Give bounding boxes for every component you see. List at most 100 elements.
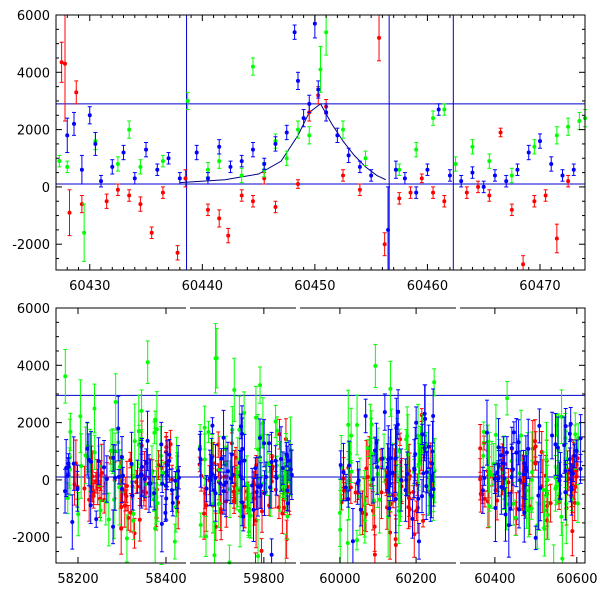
data-point <box>67 210 72 215</box>
data-point <box>563 490 568 495</box>
data-point <box>476 184 481 189</box>
data-point <box>414 190 419 195</box>
x-tick-label: 58400 <box>145 572 186 587</box>
data-point <box>138 164 143 169</box>
data-point <box>127 127 132 132</box>
x-tick-label: 60440 <box>182 279 223 294</box>
data-point <box>419 176 424 181</box>
data-point <box>498 453 503 458</box>
data-point <box>377 497 382 502</box>
data-point <box>420 494 425 499</box>
data-point <box>542 526 547 531</box>
data-point <box>522 510 527 515</box>
data-point <box>258 485 263 490</box>
data-point <box>549 161 554 166</box>
data-point <box>480 488 485 493</box>
data-point <box>90 474 95 479</box>
data-point <box>167 452 172 457</box>
data-point <box>217 159 222 164</box>
data-point <box>185 98 190 103</box>
data-point <box>71 461 76 466</box>
data-point <box>273 487 278 492</box>
data-point <box>575 501 580 506</box>
data-point <box>516 440 521 445</box>
data-point <box>509 173 514 178</box>
data-point <box>393 167 398 172</box>
data-point <box>487 469 492 474</box>
data-point <box>63 374 68 379</box>
data-point <box>346 153 351 158</box>
data-point <box>194 150 199 155</box>
data-point <box>111 524 116 529</box>
data-point <box>277 432 282 437</box>
data-point <box>173 478 178 483</box>
data-point <box>279 457 284 462</box>
data-point <box>357 164 362 169</box>
data-point <box>543 193 548 198</box>
data-point <box>83 453 88 458</box>
data-point <box>563 468 568 473</box>
data-point <box>144 460 149 465</box>
data-point <box>411 489 416 494</box>
data-point <box>145 360 150 365</box>
data-point <box>356 478 361 483</box>
data-point <box>239 173 244 178</box>
data-point <box>404 477 409 482</box>
data-point <box>152 430 157 435</box>
data-point <box>545 518 550 523</box>
data-point <box>307 101 312 106</box>
model-curve <box>179 103 386 184</box>
data-point <box>354 538 359 543</box>
data-point <box>87 113 92 118</box>
data-point <box>492 173 497 178</box>
data-point <box>559 414 564 419</box>
data-point <box>155 167 160 172</box>
data-point <box>369 451 374 456</box>
data-point <box>160 481 165 486</box>
data-point <box>515 167 520 172</box>
data-point <box>428 492 433 497</box>
axis-break <box>456 307 460 310</box>
data-point <box>253 466 258 471</box>
data-point <box>217 144 222 149</box>
data-point <box>63 489 68 494</box>
data-point <box>358 507 363 512</box>
data-point <box>149 230 154 235</box>
x-tick-label: 60450 <box>294 279 335 294</box>
data-point <box>554 236 559 241</box>
data-point <box>152 491 157 496</box>
data-point <box>410 516 415 521</box>
data-point <box>170 500 175 505</box>
data-point <box>93 141 98 146</box>
data-point <box>412 467 417 472</box>
data-point <box>397 167 402 172</box>
y-tick-label: 2000 <box>17 124 50 139</box>
data-point <box>478 477 483 482</box>
data-point <box>217 216 222 221</box>
data-point <box>285 488 290 493</box>
data-point <box>241 514 246 519</box>
x-tick-label: 59800 <box>243 572 284 587</box>
y-tick-label: 4000 <box>17 359 50 374</box>
data-point <box>578 436 583 441</box>
data-point <box>459 179 464 184</box>
data-point <box>117 464 122 469</box>
data-point <box>74 90 79 95</box>
data-point <box>363 413 368 418</box>
data-point <box>295 182 300 187</box>
data-point <box>578 466 583 471</box>
data-point <box>570 529 575 534</box>
data-point <box>370 508 375 513</box>
data-point <box>559 514 564 519</box>
data-point <box>544 457 549 462</box>
plot-frame <box>55 14 586 271</box>
data-point <box>464 190 469 195</box>
axis-break <box>296 562 300 565</box>
data-point <box>262 441 267 446</box>
data-point <box>119 504 124 509</box>
data-point <box>231 489 236 494</box>
data-point <box>366 474 371 479</box>
data-point <box>554 133 559 138</box>
data-point <box>350 539 355 544</box>
data-point <box>526 150 531 155</box>
